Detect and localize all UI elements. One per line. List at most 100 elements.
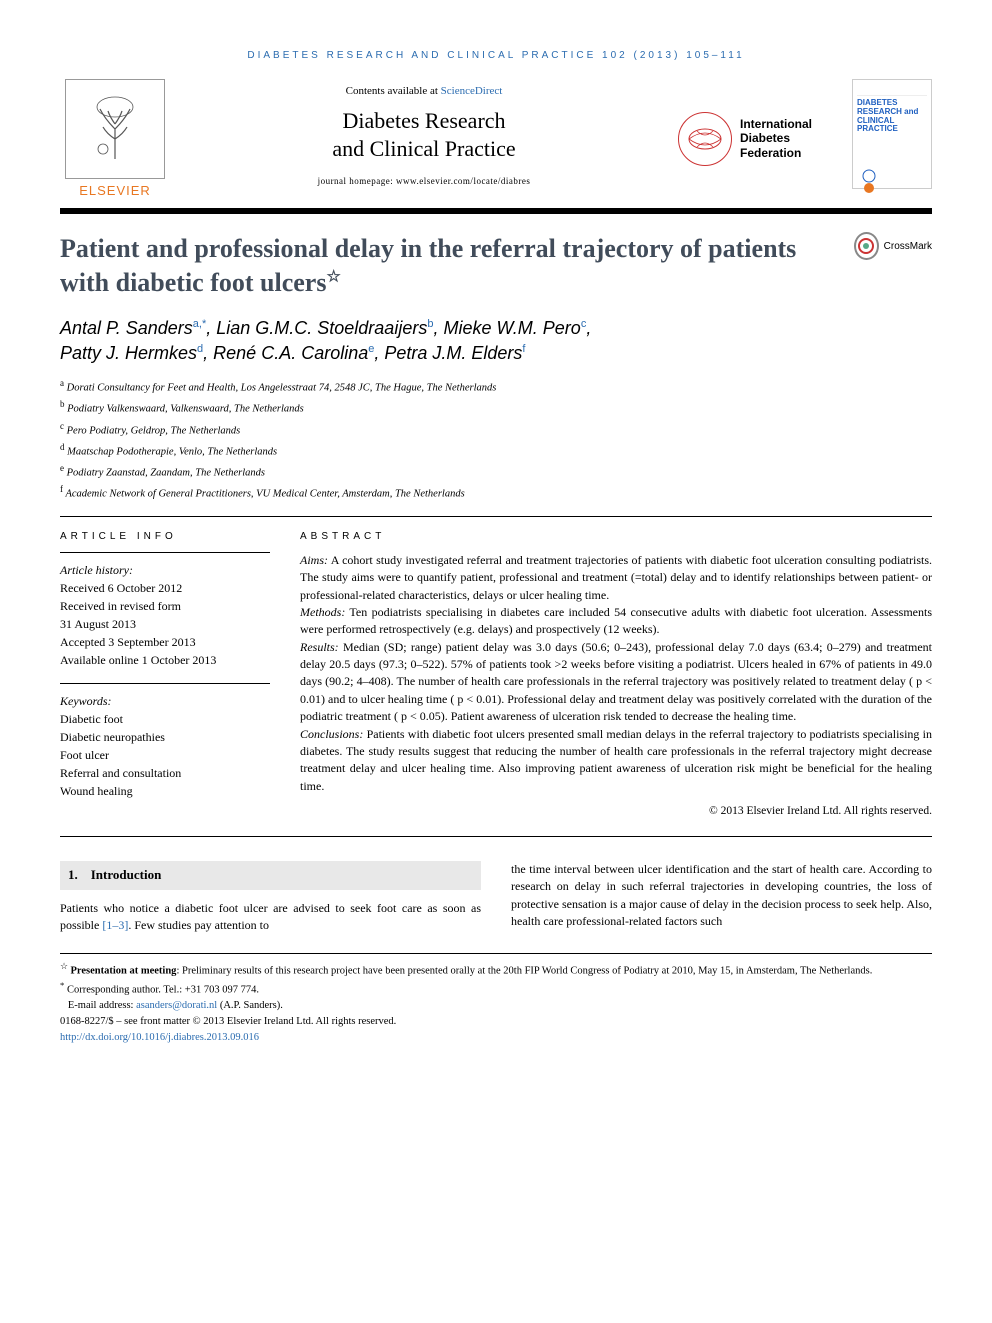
email-label: E-mail address: (68, 1000, 136, 1011)
presentation-label: Presentation at meeting (70, 965, 176, 976)
email-link[interactable]: asanders@dorati.nl (136, 1000, 217, 1011)
idf-l3: Federation (740, 146, 801, 160)
presentation-footnote: ☆ Presentation at meeting: Preliminary r… (60, 960, 932, 979)
keywords-block: Keywords: Diabetic foot Diabetic neuropa… (60, 683, 270, 800)
issn-line: 0168-8227/$ – see front matter © 2013 El… (60, 1014, 932, 1030)
affil-e-text: Podiatry Zaanstad, Zaandam, The Netherla… (67, 468, 265, 479)
abstract-column: ABSTRACT Aims: A cohort study investigat… (300, 531, 932, 820)
affil-e: e Podiatry Zaanstad, Zaandam, The Nether… (60, 461, 932, 482)
keywords-label: Keywords: (60, 692, 270, 710)
article-info-head: ARTICLE INFO (60, 531, 270, 542)
contents-available: Contents available at ScienceDirect (184, 85, 664, 97)
affil-d-text: Maatschap Podotherapie, Venlo, The Nethe… (67, 446, 277, 457)
authors: Antal P. Sandersa,*, Lian G.M.C. Stoeldr… (60, 316, 932, 366)
idf-globe-icon (678, 112, 732, 166)
abstract-body: Aims: A cohort study investigated referr… (300, 552, 932, 820)
affil-f-text: Academic Network of General Practitioner… (65, 489, 464, 500)
section-heading: 1. Introduction (60, 861, 481, 890)
journal-name-l1: Diabetes Research (342, 108, 505, 133)
aims-label: Aims: (300, 553, 328, 567)
section-number: 1. (68, 867, 78, 882)
journal-cover-thumb: DIABETES RESEARCH and CLINICAL PRACTICE (852, 79, 932, 189)
masthead: ELSEVIER Contents available at ScienceDi… (60, 79, 932, 214)
elsevier-logo-block: ELSEVIER (60, 79, 170, 198)
results-label: Results: (300, 640, 339, 654)
abstract-results: Results: Median (SD; range) patient dela… (300, 639, 932, 726)
cover-title: DIABETES RESEARCH and CLINICAL PRACTICE (857, 99, 927, 134)
contents-prefix: Contents available at (346, 85, 441, 97)
received-date: Received 6 October 2012 (60, 579, 270, 597)
body-col-left: 1. Introduction Patients who notice a di… (60, 861, 481, 935)
affil-b: b Podiatry Valkenswaard, Valkenswaard, T… (60, 397, 932, 418)
article-history: Article history: Received 6 October 2012… (60, 552, 270, 669)
body-columns: 1. Introduction Patients who notice a di… (60, 861, 932, 935)
elsevier-tree-icon (65, 79, 165, 179)
email-suffix: (A.P. Sanders). (217, 1000, 283, 1011)
idf-l2: Diabetes (740, 131, 790, 145)
affil-b-text: Podiatry Valkenswaard, Valkenswaard, The… (67, 404, 304, 415)
running-head: DIABETES RESEARCH AND CLINICAL PRACTICE … (60, 50, 932, 61)
aims-text: A cohort study investigated referral and… (300, 553, 932, 602)
author-1: Antal P. Sanders (60, 318, 193, 338)
citation-link[interactable]: [1–3] (102, 918, 128, 932)
keyword-5: Wound healing (60, 782, 270, 800)
revised-l1: Received in revised form (60, 597, 270, 615)
keyword-3: Foot ulcer (60, 746, 270, 764)
journal-homepage: journal homepage: www.elsevier.com/locat… (184, 176, 664, 186)
email-footnote: E-mail address: asanders@dorati.nl (A.P.… (60, 998, 932, 1014)
affil-a: a Dorati Consultancy for Feet and Health… (60, 376, 932, 397)
conclusions-label: Conclusions: (300, 727, 363, 741)
author-3: , Mieke W.M. Pero (433, 318, 580, 338)
body-col-right: the time interval between ulcer identifi… (511, 861, 932, 935)
author-3-affil: c (581, 318, 587, 330)
keyword-1: Diabetic foot (60, 710, 270, 728)
intro-para-right: the time interval between ulcer identifi… (511, 861, 932, 931)
affil-a-text: Dorati Consultancy for Feet and Health, … (67, 382, 497, 393)
author-5: , René C.A. Carolina (203, 343, 368, 363)
abstract-head: ABSTRACT (300, 531, 932, 542)
article-info-column: ARTICLE INFO Article history: Received 6… (60, 531, 270, 820)
divider (60, 836, 932, 837)
journal-center: Contents available at ScienceDirect Diab… (184, 79, 664, 198)
article-title-text: Patient and professional delay in the re… (60, 234, 796, 297)
crossmark-label: CrossMark (884, 241, 932, 252)
elsevier-wordmark: ELSEVIER (79, 183, 151, 198)
presentation-mark: ☆ (60, 961, 68, 971)
affil-c: c Pero Podiatry, Geldrop, The Netherland… (60, 419, 932, 440)
affil-c-text: Pero Podiatry, Geldrop, The Netherlands (67, 425, 241, 436)
methods-label: Methods: (300, 605, 345, 619)
journal-name-l2: and Clinical Practice (332, 136, 515, 161)
article-title: Patient and professional delay in the re… (60, 232, 842, 300)
corr-text: Corresponding author. Tel.: +31 703 097 … (64, 984, 259, 995)
presentation-text: : Preliminary results of this research p… (176, 965, 872, 976)
abstract-conclusions: Conclusions: Patients with diabetic foot… (300, 726, 932, 796)
affil-d: d Maatschap Podotherapie, Venlo, The Net… (60, 440, 932, 461)
idf-l1: International (740, 117, 812, 131)
abstract-copyright: © 2013 Elsevier Ireland Ltd. All rights … (300, 803, 932, 820)
section-title: Introduction (91, 867, 162, 882)
idf-text: International Diabetes Federation (740, 117, 812, 160)
accepted-date: Accepted 3 September 2013 (60, 633, 270, 651)
intro-left-2: . Few studies pay attention to (128, 918, 269, 932)
idf-block: International Diabetes Federation (678, 79, 838, 198)
corresponding-footnote: * Corresponding author. Tel.: +31 703 09… (60, 979, 932, 998)
author-4: Patty J. Hermkes (60, 343, 197, 363)
author-1-affil: a,* (193, 318, 206, 330)
crossmark-badge[interactable]: CrossMark (854, 232, 932, 260)
author-2: , Lian G.M.C. Stoeldraaijers (206, 318, 427, 338)
intro-para-left: Patients who notice a diabetic foot ulce… (60, 900, 481, 935)
doi-link[interactable]: http://dx.doi.org/10.1016/j.diabres.2013… (60, 1032, 259, 1043)
affiliations: a Dorati Consultancy for Feet and Health… (60, 376, 932, 504)
journal-name: Diabetes Research and Clinical Practice (184, 107, 664, 162)
keyword-4: Referral and consultation (60, 764, 270, 782)
author-6: , Petra J.M. Elders (374, 343, 522, 363)
sciencedirect-link[interactable]: ScienceDirect (441, 85, 503, 97)
online-date: Available online 1 October 2013 (60, 651, 270, 669)
divider (60, 516, 932, 517)
crossmark-icon (854, 232, 879, 260)
abstract-methods: Methods: Ten podiatrists specialising in… (300, 604, 932, 639)
footnotes: ☆ Presentation at meeting: Preliminary r… (60, 953, 932, 1046)
history-label: Article history: (60, 561, 270, 579)
conclusions-text: Patients with diabetic foot ulcers prese… (300, 727, 932, 793)
title-note-mark: ☆ (326, 268, 340, 285)
